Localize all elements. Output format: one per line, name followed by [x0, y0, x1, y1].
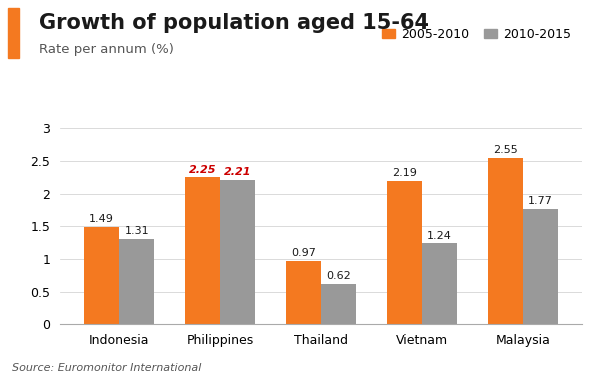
- Text: 0.62: 0.62: [326, 271, 351, 281]
- Bar: [488, 158, 523, 324]
- Bar: [386, 181, 422, 324]
- Text: Rate per annum (%): Rate per annum (%): [39, 43, 174, 56]
- Text: 1.77: 1.77: [528, 196, 553, 206]
- Text: 1.31: 1.31: [124, 226, 149, 236]
- Legend: 2005-2010, 2010-2015: 2005-2010, 2010-2015: [377, 23, 576, 46]
- Text: 2.55: 2.55: [493, 145, 518, 155]
- Text: 0.97: 0.97: [291, 248, 316, 258]
- Bar: [523, 208, 558, 324]
- Bar: [321, 284, 356, 324]
- Text: Source: Euromonitor International: Source: Euromonitor International: [12, 363, 202, 373]
- Text: 1.24: 1.24: [427, 231, 452, 241]
- Bar: [220, 180, 256, 324]
- Text: 2.21: 2.21: [224, 167, 251, 177]
- Text: Growth of population aged 15-64: Growth of population aged 15-64: [39, 13, 429, 33]
- Bar: [84, 227, 119, 324]
- Bar: [422, 243, 457, 324]
- Text: 2.19: 2.19: [392, 169, 417, 178]
- Bar: [185, 177, 220, 324]
- Bar: [286, 261, 321, 324]
- Text: 1.49: 1.49: [89, 214, 114, 224]
- Text: 2.25: 2.25: [188, 165, 216, 175]
- Bar: [119, 239, 154, 324]
